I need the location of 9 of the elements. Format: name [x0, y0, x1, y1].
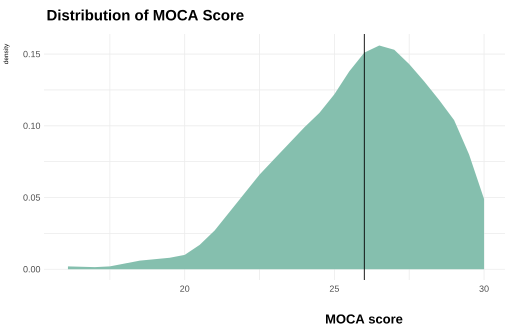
x-tick-label: 20 — [180, 286, 190, 292]
x-tick-label: 25 — [330, 286, 339, 292]
x-axis-title: MOCA score — [326, 314, 402, 324]
x-tick-label: 30 — [479, 286, 489, 292]
chart-title: Distribution of MOCA Score — [48, 10, 244, 20]
y-tick-label: 0.00 — [23, 266, 40, 272]
y-tick-label: 0.15 — [23, 50, 40, 58]
y-tick-label: 0.05 — [23, 194, 40, 201]
y-tick-label: 0.10 — [23, 122, 40, 129]
